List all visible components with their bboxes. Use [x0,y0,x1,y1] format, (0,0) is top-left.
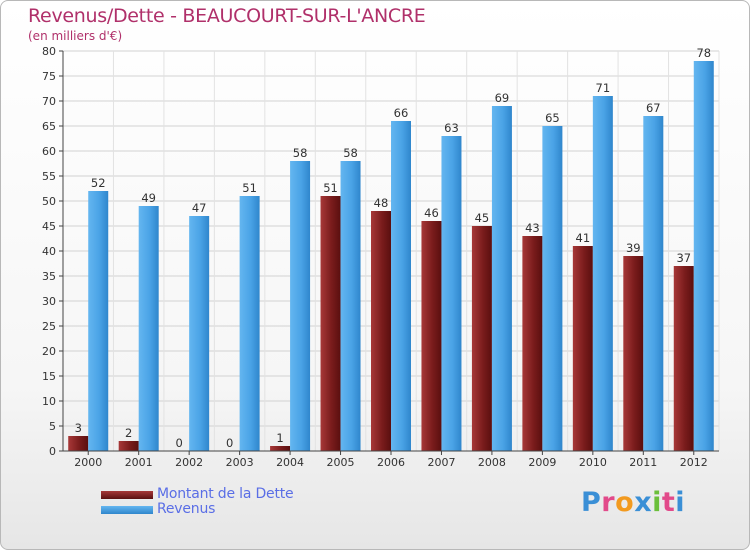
y-tick-label: 30 [42,295,56,308]
label-dette-2006: 48 [374,196,389,210]
bar-dette-2006 [371,211,391,451]
x-tick-label-2011: 2011 [629,456,657,469]
bar-dette-2005 [320,196,341,451]
label-revenus-2009: 65 [545,111,560,125]
y-tick-label: 40 [42,245,56,258]
bar-dette-2007 [421,221,442,451]
x-tick-label-2010: 2010 [579,456,607,469]
bars [68,61,714,451]
legend-swatch-dette [101,491,153,499]
bar-dette-2011 [623,256,644,451]
label-dette-2008: 45 [475,211,490,225]
logo-letter: t [661,487,676,518]
logo-letter: i [675,487,686,518]
label-revenus-2005: 58 [343,146,358,160]
legend-swatch-revenus [101,506,153,514]
y-tick-label: 75 [42,70,56,83]
label-revenus-2012: 78 [696,46,711,60]
bar-revenus-2009 [542,126,563,451]
bar-revenus-2001 [138,206,159,451]
bar-dette-2004 [270,446,291,451]
y-tick-label: 0 [49,445,56,458]
x-tick-label-2005: 2005 [327,456,355,469]
label-revenus-2001: 49 [141,191,156,205]
logo-letter: x [634,487,653,518]
y-tick-label: 25 [42,320,56,333]
y-tick-label: 55 [42,170,56,183]
label-dette-2005: 51 [323,181,338,195]
label-revenus-2003: 51 [242,181,257,195]
label-dette-2009: 43 [525,221,540,235]
y-tick-label: 45 [42,220,56,233]
label-revenus-2004: 58 [293,146,308,160]
bar-revenus-2010 [592,96,613,451]
bar-dette-2008 [471,226,492,451]
bar-dette-2001 [118,441,139,451]
x-tick-label-2001: 2001 [125,456,153,469]
legend-label-dette: Montant de la Dette [157,486,294,502]
label-dette-2012: 37 [676,251,691,265]
y-tick-label: 80 [42,45,56,58]
x-tick-label-2006: 2006 [377,456,405,469]
label-dette-2002: 0 [175,436,182,450]
bar-revenus-2011 [643,116,664,451]
label-revenus-2008: 69 [495,91,510,105]
y-tick-label: 10 [42,395,56,408]
x-tick-label-2008: 2008 [478,456,506,469]
chart-subtitle: (en milliers d'€) [28,29,123,43]
y-tick-label: 15 [42,370,56,383]
bar-dette-2000 [68,436,89,451]
bar-revenus-2012 [693,61,714,451]
label-revenus-2011: 67 [646,101,661,115]
label-dette-2003: 0 [226,436,233,450]
chart-title: Revenus/Dette - BEAUCOURT-SUR-L'ANCRE [28,5,426,27]
x-tick-label-2007: 2007 [427,456,455,469]
x-tick-label-2000: 2000 [74,456,102,469]
bar-dette-2010 [572,246,593,451]
logo-letter: o [615,487,635,518]
y-tick-label: 20 [42,345,56,358]
logo-letter: P [581,487,602,518]
bar-revenus-2008 [491,106,512,451]
label-dette-2001: 2 [125,426,132,440]
label-revenus-2002: 47 [192,201,207,215]
bar-revenus-2006 [391,121,411,451]
x-tick-label-2012: 2012 [680,456,708,469]
label-revenus-2007: 63 [444,121,459,135]
label-revenus-2006: 66 [394,106,409,120]
bar-revenus-2003 [239,196,260,451]
label-dette-2004: 1 [276,431,283,445]
label-revenus-2010: 71 [596,81,611,95]
label-dette-2011: 39 [626,241,641,255]
legend-label-revenus: Revenus [157,501,216,517]
bar-revenus-2007 [441,136,462,451]
label-dette-2000: 3 [75,421,82,435]
x-tick-label-2002: 2002 [175,456,203,469]
value-labels: 3 52 2 49 0 47 0 51 1 58 51 58 48 66 46 63 45 69 43 65 41 71 3… [75,46,712,450]
y-tick-label: 5 [49,420,56,433]
y-tick-label: 35 [42,270,56,283]
y-tick-label: 50 [42,195,56,208]
label-dette-2010: 41 [576,231,591,245]
bar-dette-2012 [673,266,694,451]
bar-revenus-2000 [88,191,109,451]
bar-dette-2009 [522,236,543,451]
bar-revenus-2002 [189,216,210,451]
y-tick-label: 60 [42,145,56,158]
x-tick-label-2003: 2003 [226,456,254,469]
x-tick-label-2004: 2004 [276,456,304,469]
logo-letter: i [652,487,662,518]
y-tick-label: 70 [42,95,56,108]
y-tick-label: 65 [42,120,56,133]
bar-revenus-2004 [290,161,311,451]
x-tick-label-2009: 2009 [528,456,556,469]
logo-letter: r [601,487,616,518]
label-dette-2007: 46 [424,206,439,220]
proxiti-logo: Proxiti [581,487,685,518]
bar-revenus-2005 [340,161,361,451]
label-revenus-2000: 52 [91,176,106,190]
